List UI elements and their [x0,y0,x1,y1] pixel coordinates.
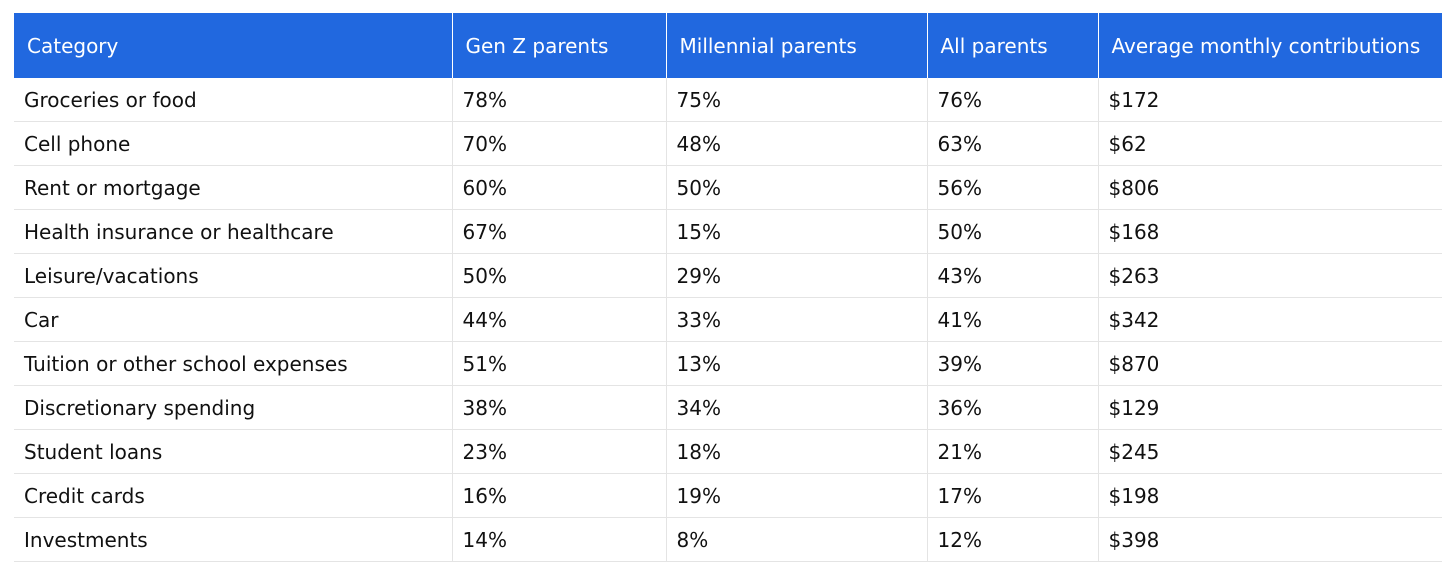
table-cell-all-parents: 56% [927,165,1099,210]
table-cell-category: Groceries or food [14,78,453,122]
table-header: Category Gen Z parents Millennial parents A… [14,13,1442,78]
table-cell-average-monthly-contributions: $172 [1098,78,1442,122]
table-cell-all-parents: 43% [927,253,1099,298]
table-cell-all-parents: 50% [927,209,1099,254]
table-cell-gen-z-parents: 78% [452,78,667,122]
table-cell-millennial-parents: 15% [666,209,928,254]
table-cell-millennial-parents: 29% [666,253,928,298]
table-cell-all-parents: 36% [927,385,1099,430]
table-cell-all-parents: 17% [927,473,1099,518]
table-cell-average-monthly-contributions: $398 [1098,517,1442,562]
column-header-average-monthly-contributions: Average monthly contributions [1098,13,1442,78]
table-cell-average-monthly-contributions: $62 [1098,121,1442,166]
table-cell-gen-z-parents: 16% [452,473,667,518]
data-table-container: Category Gen Z parents Millennial parents A… [14,13,1442,562]
table-cell-millennial-parents: 18% [666,429,928,474]
table-cell-gen-z-parents: 50% [452,253,667,298]
column-header-all-parents: All parents [927,13,1099,78]
table-cell-all-parents: 41% [927,297,1099,342]
table-cell-all-parents: 21% [927,429,1099,474]
table-cell-average-monthly-contributions: $168 [1098,209,1442,254]
table-row: Discretionary spending 38% 34% 36% $129 [14,385,1442,430]
column-header-gen-z-parents: Gen Z parents [452,13,667,78]
column-header-category: Category [14,13,453,78]
table-cell-average-monthly-contributions: $129 [1098,385,1442,430]
table-row: Rent or mortgage 60% 50% 56% $806 [14,165,1442,210]
table-cell-millennial-parents: 33% [666,297,928,342]
table-row: Student loans 23% 18% 21% $245 [14,429,1442,474]
table-cell-gen-z-parents: 60% [452,165,667,210]
table-cell-all-parents: 12% [927,517,1099,562]
table-cell-all-parents: 63% [927,121,1099,166]
table-cell-millennial-parents: 48% [666,121,928,166]
table-cell-millennial-parents: 19% [666,473,928,518]
table-cell-category: Discretionary spending [14,385,453,430]
table-cell-average-monthly-contributions: $870 [1098,341,1442,386]
table-cell-average-monthly-contributions: $245 [1098,429,1442,474]
table-cell-gen-z-parents: 23% [452,429,667,474]
table-cell-gen-z-parents: 70% [452,121,667,166]
table-cell-gen-z-parents: 38% [452,385,667,430]
table-cell-gen-z-parents: 44% [452,297,667,342]
table-row: Groceries or food 78% 75% 76% $172 [14,78,1442,122]
table-cell-category: Tuition or other school expenses [14,341,453,386]
table-cell-category: Car [14,297,453,342]
table-cell-gen-z-parents: 51% [452,341,667,386]
table-cell-average-monthly-contributions: $342 [1098,297,1442,342]
table-cell-category: Investments [14,517,453,562]
table-cell-average-monthly-contributions: $806 [1098,165,1442,210]
table-cell-category: Student loans [14,429,453,474]
table-row: Health insurance or healthcare 67% 15% 50% $… [14,209,1442,254]
table-cell-millennial-parents: 34% [666,385,928,430]
table-row: Cell phone 70% 48% 63% $62 [14,121,1442,166]
table-row: Leisure/vacations 50% 29% 43% $263 [14,253,1442,298]
table-cell-category: Leisure/vacations [14,253,453,298]
table-cell-category: Rent or mortgage [14,165,453,210]
table-cell-all-parents: 76% [927,78,1099,122]
table-row: Investments 14% 8% 12% $398 [14,517,1442,562]
table-cell-category: Credit cards [14,473,453,518]
contributions-table: Category Gen Z parents Millennial parents A… [14,13,1442,562]
table-cell-gen-z-parents: 14% [452,517,667,562]
table-cell-gen-z-parents: 67% [452,209,667,254]
table-row: Credit cards 16% 19% 17% $198 [14,473,1442,518]
table-cell-millennial-parents: 50% [666,165,928,210]
table-body: Groceries or food 78% 75% 76% $172 Cell phone… [14,78,1442,562]
table-cell-average-monthly-contributions: $263 [1098,253,1442,298]
column-header-millennial-parents: Millennial parents [666,13,928,78]
header-row: Category Gen Z parents Millennial parents A… [14,13,1442,78]
table-cell-millennial-parents: 75% [666,78,928,122]
table-cell-all-parents: 39% [927,341,1099,386]
table-cell-millennial-parents: 8% [666,517,928,562]
table-cell-category: Health insurance or healthcare [14,209,453,254]
table-cell-millennial-parents: 13% [666,341,928,386]
table-cell-category: Cell phone [14,121,453,166]
table-row: Car 44% 33% 41% $342 [14,297,1442,342]
table-cell-average-monthly-contributions: $198 [1098,473,1442,518]
table-row: Tuition or other school expenses 51% 13% 39… [14,341,1442,386]
